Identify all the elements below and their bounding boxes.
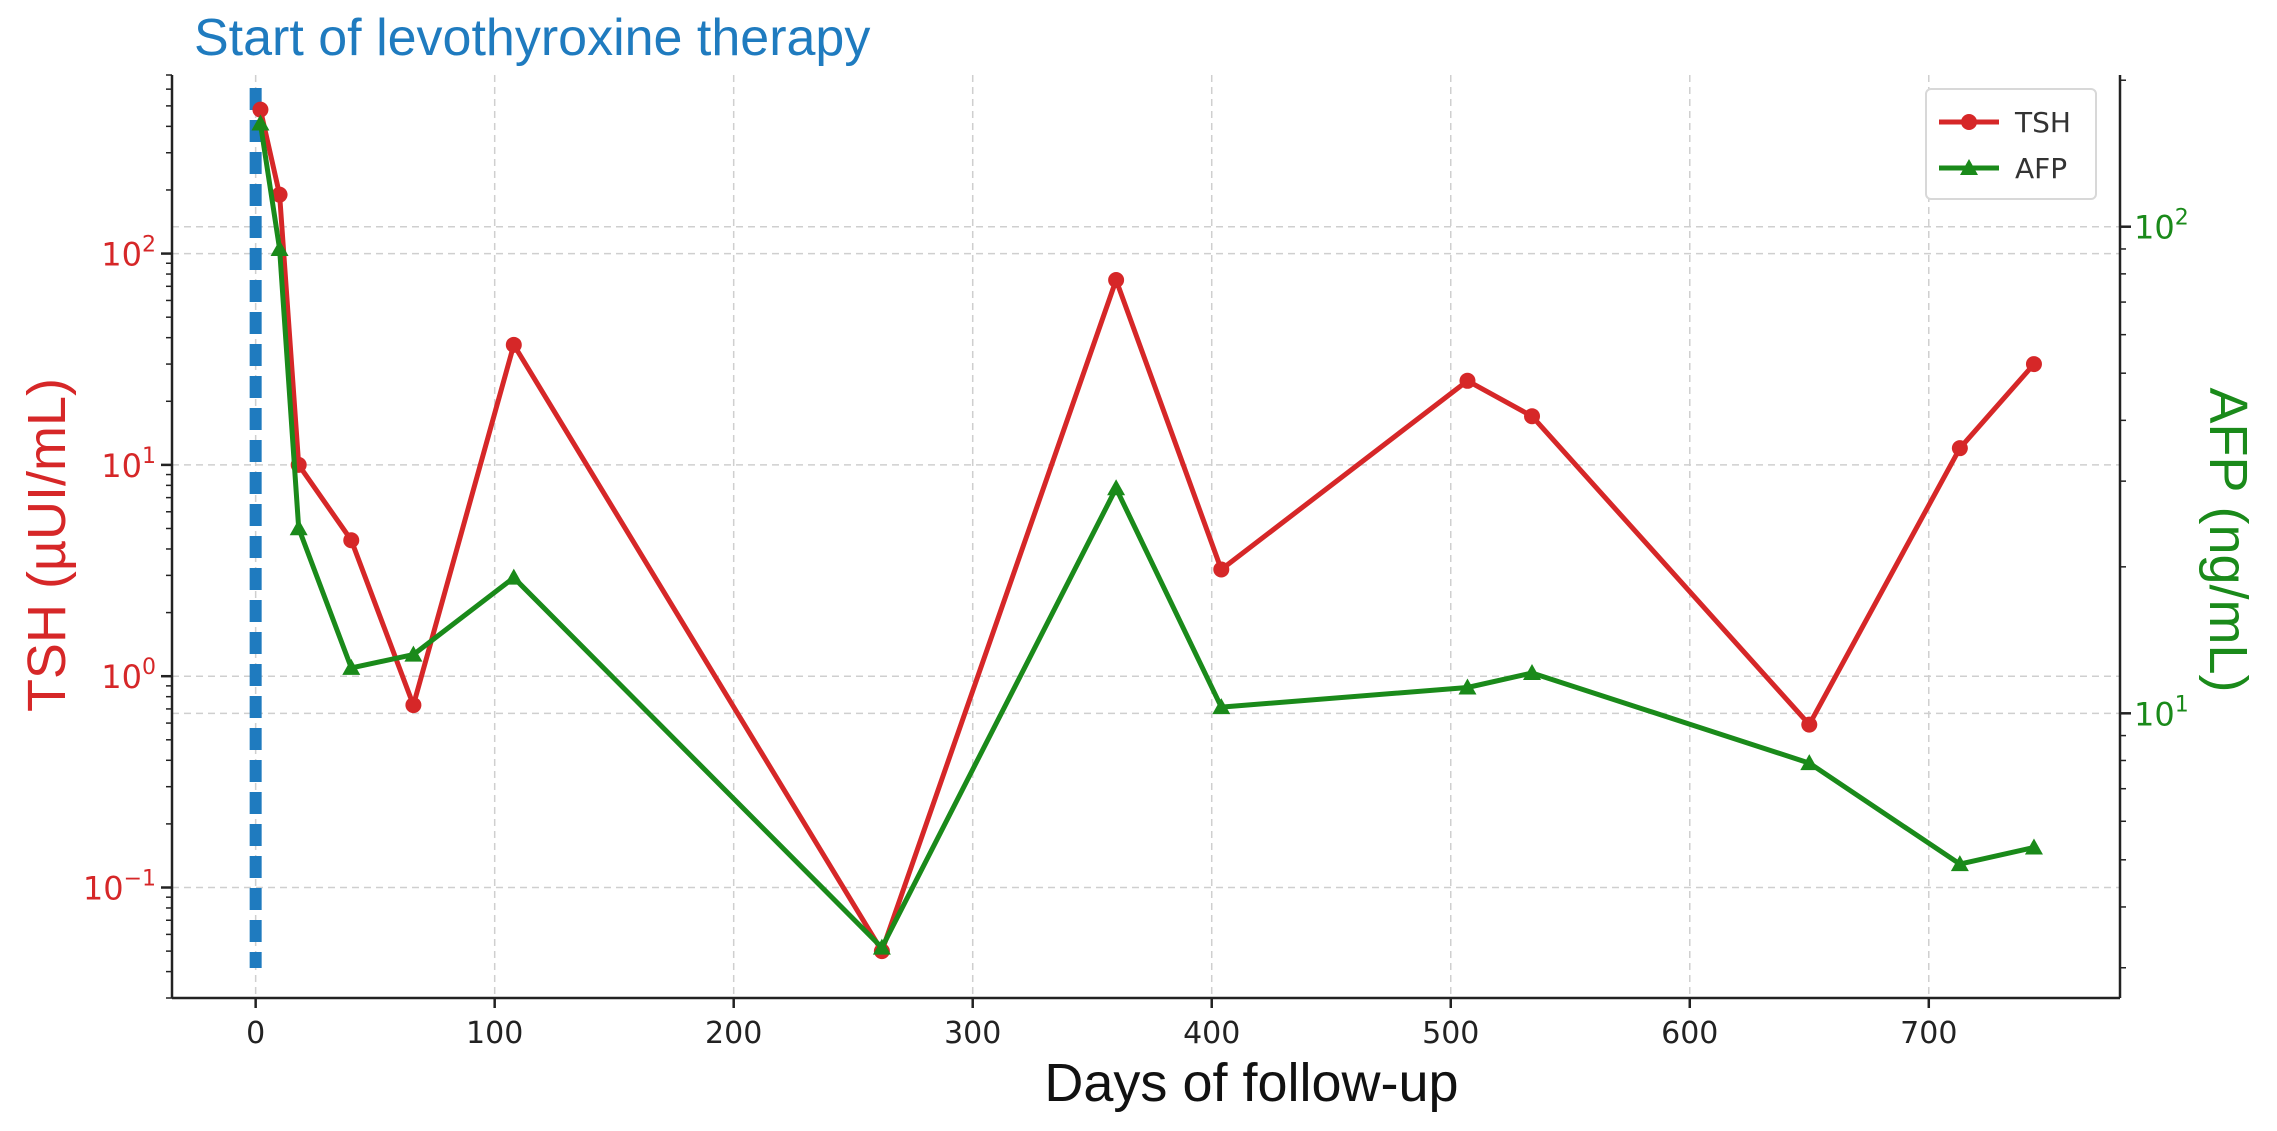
legend-label-tsh: TSH (2015, 105, 2071, 139)
data-point-afp (1950, 855, 1969, 872)
data-point-tsh (271, 186, 288, 203)
data-point-afp (251, 114, 270, 131)
x-tick-label: 700 (1900, 1016, 1957, 1051)
data-point-afp (270, 239, 289, 256)
data-point-afp (2024, 838, 2043, 855)
legend-item-afp: AFP (1937, 148, 2067, 188)
data-point-afp (872, 938, 891, 955)
y-axis-right-label: AFP (ng/mL) (2198, 387, 2258, 693)
data-point-afp (504, 568, 523, 585)
y-left-tick-label: 101 (101, 444, 156, 485)
legend-swatch-afp (1939, 159, 1999, 175)
x-tick-label: 100 (466, 1016, 523, 1051)
y-right-tick-label: 101 (2134, 692, 2189, 733)
x-tick-label: 600 (1661, 1016, 1718, 1051)
y-right-tick-label: 102 (2134, 206, 2189, 247)
y-left-tick-label: 100 (101, 655, 156, 696)
axes: 0 100 200 300 400 500 600 700 10−1 100 101 102 101 10… (83, 74, 2189, 1051)
grid-lines (172, 75, 2120, 998)
data-point-tsh (343, 532, 360, 549)
data-point-tsh (2025, 356, 2042, 373)
data-point-tsh (1951, 440, 1968, 457)
data-point-tsh (1801, 716, 1818, 733)
x-tick-label: 200 (705, 1016, 762, 1051)
data-point-afp (404, 645, 423, 662)
series-line-tsh (257, 109, 2036, 954)
legend-swatch-tsh (1939, 114, 1999, 130)
data-point-tsh (505, 336, 522, 353)
y-left-tick-label: 10−1 (83, 867, 156, 908)
y-axis-left-label: TSH (µUI/mL) (17, 377, 77, 713)
x-axis-label: Days of follow-up (1044, 1053, 1459, 1113)
data-point-afp (1458, 678, 1477, 695)
data-point-tsh (1108, 271, 1125, 288)
series-line-afp (257, 123, 2035, 951)
data-point-tsh (1524, 408, 1541, 425)
data-point-afp (1107, 479, 1126, 496)
legend: TSH AFP (1925, 88, 2097, 200)
data-point-afp (1212, 698, 1231, 715)
legend-item-tsh: TSH (1937, 102, 2071, 142)
x-tick-label: 300 (944, 1016, 1001, 1051)
y-left-tick-label: 102 (101, 233, 156, 274)
x-tick-label: 400 (1183, 1016, 1240, 1051)
data-point-tsh (252, 101, 269, 118)
series-layer (251, 101, 2043, 960)
data-point-afp (1523, 664, 1542, 681)
data-point-afp (1800, 754, 1819, 771)
x-tick-label: 0 (246, 1016, 265, 1051)
x-tick-label: 500 (1422, 1016, 1479, 1051)
data-point-tsh (1459, 372, 1476, 389)
data-point-tsh (405, 697, 422, 714)
therapy-start-annotation: Start of levothyroxine therapy (194, 9, 871, 67)
legend-label-afp: AFP (2015, 151, 2068, 185)
data-point-afp (342, 658, 361, 675)
data-point-tsh (1213, 561, 1230, 578)
data-point-afp (289, 519, 308, 536)
